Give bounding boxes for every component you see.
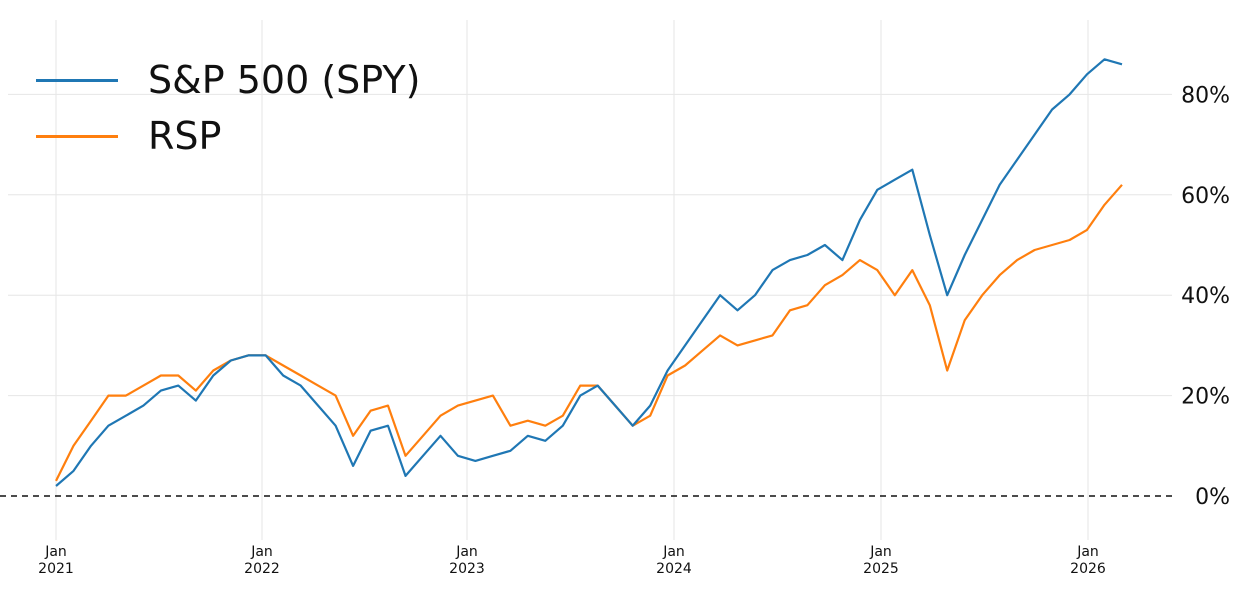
series-line-spy [55, 58, 1123, 487]
series-lines [55, 58, 1123, 487]
series-line-rsp [55, 184, 1123, 482]
legend-item-spy: S&P 500 (SPY) [36, 52, 420, 108]
y-tick-label-1: 20% [1181, 385, 1230, 410]
y-tick-label-4: 80% [1181, 83, 1230, 108]
x-tick-year-0: 2021 [38, 561, 74, 577]
legend-label-rsp: RSP [148, 114, 222, 158]
y-tick-label-3: 60% [1181, 184, 1230, 209]
y-axis-ticks: 0% 20% 40% 60% 80% [1181, 83, 1230, 510]
legend-item-rsp: RSP [36, 108, 420, 164]
y-tick-label-2: 40% [1181, 284, 1230, 309]
x-tick-year-5: 2026 [1070, 561, 1106, 577]
grid-lines [8, 20, 1172, 540]
chart-legend: S&P 500 (SPY) RSP [36, 52, 420, 164]
x-tick-year-3: 2024 [656, 561, 692, 577]
x-axis-ticks: Jan2021Jan2022Jan2023Jan2024Jan2025Jan20… [38, 544, 1106, 577]
x-tick-month-4: Jan [869, 544, 892, 560]
x-tick-month-1: Jan [250, 544, 273, 560]
x-tick-month-3: Jan [662, 544, 685, 560]
legend-swatch-spy [36, 78, 118, 82]
x-tick-year-2: 2023 [449, 561, 485, 577]
legend-swatch-rsp [36, 134, 118, 138]
x-tick-year-1: 2022 [244, 561, 280, 577]
x-tick-month-2: Jan [455, 544, 478, 560]
x-tick-month-0: Jan [44, 544, 67, 560]
y-tick-label-0: 0% [1195, 485, 1230, 510]
x-tick-year-4: 2025 [863, 561, 899, 577]
legend-label-spy: S&P 500 (SPY) [148, 58, 421, 102]
x-tick-month-5: Jan [1076, 544, 1099, 560]
